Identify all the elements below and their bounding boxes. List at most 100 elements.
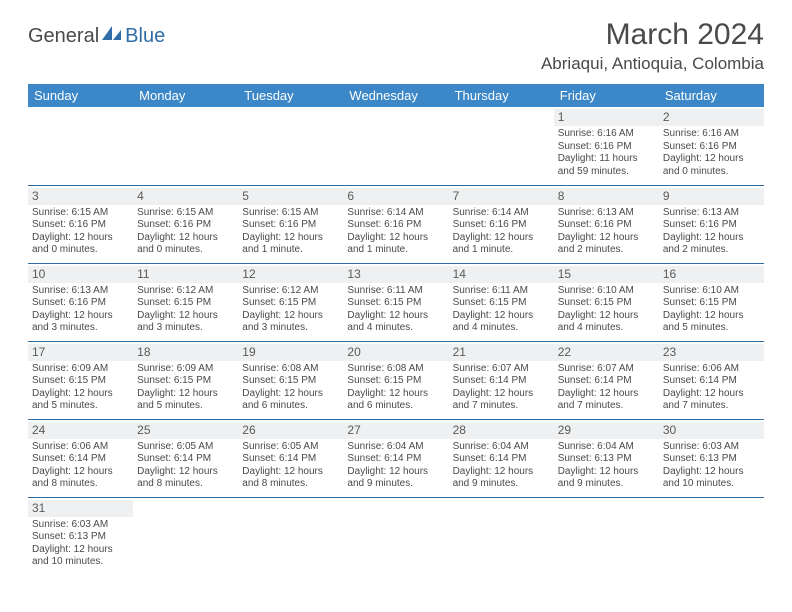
- daylight-text: Daylight: 12 hours and 4 minutes.: [453, 310, 550, 335]
- calendar-day-cell: 2Sunrise: 6:16 AMSunset: 6:16 PMDaylight…: [659, 107, 764, 185]
- calendar-day-cell: 30Sunrise: 6:03 AMSunset: 6:13 PMDayligh…: [659, 419, 764, 497]
- sunset-text: Sunset: 6:14 PM: [558, 375, 655, 388]
- sunrise-text: Sunrise: 6:07 AM: [558, 363, 655, 376]
- day-details: Sunrise: 6:13 AMSunset: 6:16 PMDaylight:…: [32, 285, 129, 335]
- daylight-text: Daylight: 12 hours and 0 minutes.: [137, 232, 234, 257]
- weekday-header: Monday: [133, 84, 238, 107]
- day-number: 18: [133, 344, 238, 361]
- day-details: Sunrise: 6:12 AMSunset: 6:15 PMDaylight:…: [242, 285, 339, 335]
- day-details: Sunrise: 6:07 AMSunset: 6:14 PMDaylight:…: [453, 363, 550, 413]
- day-number: 21: [449, 344, 554, 361]
- sunrise-text: Sunrise: 6:16 AM: [558, 128, 655, 141]
- day-details: Sunrise: 6:09 AMSunset: 6:15 PMDaylight:…: [137, 363, 234, 413]
- calendar-day-cell: 19Sunrise: 6:08 AMSunset: 6:15 PMDayligh…: [238, 341, 343, 419]
- sunrise-text: Sunrise: 6:15 AM: [32, 207, 129, 220]
- sunrise-text: Sunrise: 6:08 AM: [242, 363, 339, 376]
- daylight-text: Daylight: 12 hours and 5 minutes.: [32, 388, 129, 413]
- daylight-text: Daylight: 12 hours and 3 minutes.: [137, 310, 234, 335]
- sunrise-text: Sunrise: 6:15 AM: [137, 207, 234, 220]
- day-details: Sunrise: 6:05 AMSunset: 6:14 PMDaylight:…: [242, 441, 339, 491]
- weekday-header: Tuesday: [238, 84, 343, 107]
- day-details: Sunrise: 6:04 AMSunset: 6:14 PMDaylight:…: [347, 441, 444, 491]
- calendar-day-cell: 5Sunrise: 6:15 AMSunset: 6:16 PMDaylight…: [238, 185, 343, 263]
- daylight-text: Daylight: 12 hours and 3 minutes.: [32, 310, 129, 335]
- calendar-day-cell: 8Sunrise: 6:13 AMSunset: 6:16 PMDaylight…: [554, 185, 659, 263]
- logo-text-general: General: [28, 25, 99, 48]
- day-number: 12: [238, 266, 343, 283]
- day-number: 20: [343, 344, 448, 361]
- calendar-day-cell: 11Sunrise: 6:12 AMSunset: 6:15 PMDayligh…: [133, 263, 238, 341]
- daylight-text: Daylight: 12 hours and 2 minutes.: [558, 232, 655, 257]
- sunset-text: Sunset: 6:15 PM: [453, 297, 550, 310]
- weekday-header: Thursday: [449, 84, 554, 107]
- calendar-day-cell: 15Sunrise: 6:10 AMSunset: 6:15 PMDayligh…: [554, 263, 659, 341]
- sunrise-text: Sunrise: 6:10 AM: [663, 285, 760, 298]
- daylight-text: Daylight: 12 hours and 1 minute.: [242, 232, 339, 257]
- daylight-text: Daylight: 12 hours and 9 minutes.: [347, 466, 444, 491]
- sunset-text: Sunset: 6:16 PM: [663, 219, 760, 232]
- day-details: Sunrise: 6:14 AMSunset: 6:16 PMDaylight:…: [347, 207, 444, 257]
- calendar-day-cell: .: [659, 497, 764, 575]
- calendar-week-row: 3Sunrise: 6:15 AMSunset: 6:16 PMDaylight…: [28, 185, 764, 263]
- sunset-text: Sunset: 6:16 PM: [32, 297, 129, 310]
- sunrise-text: Sunrise: 6:06 AM: [32, 441, 129, 454]
- daylight-text: Daylight: 12 hours and 6 minutes.: [242, 388, 339, 413]
- day-details: Sunrise: 6:13 AMSunset: 6:16 PMDaylight:…: [558, 207, 655, 257]
- sail-icon: [101, 24, 123, 48]
- sunset-text: Sunset: 6:14 PM: [242, 453, 339, 466]
- day-number: 13: [343, 266, 448, 283]
- day-number: 14: [449, 266, 554, 283]
- daylight-text: Daylight: 12 hours and 0 minutes.: [32, 232, 129, 257]
- sunset-text: Sunset: 6:16 PM: [32, 219, 129, 232]
- sunrise-text: Sunrise: 6:03 AM: [663, 441, 760, 454]
- day-details: Sunrise: 6:15 AMSunset: 6:16 PMDaylight:…: [242, 207, 339, 257]
- calendar-day-cell: 27Sunrise: 6:04 AMSunset: 6:14 PMDayligh…: [343, 419, 448, 497]
- day-number: 26: [238, 422, 343, 439]
- day-details: Sunrise: 6:11 AMSunset: 6:15 PMDaylight:…: [453, 285, 550, 335]
- sunrise-text: Sunrise: 6:14 AM: [347, 207, 444, 220]
- sunrise-text: Sunrise: 6:09 AM: [32, 363, 129, 376]
- calendar-week-row: .....1Sunrise: 6:16 AMSunset: 6:16 PMDay…: [28, 107, 764, 185]
- calendar-day-cell: 22Sunrise: 6:07 AMSunset: 6:14 PMDayligh…: [554, 341, 659, 419]
- sunset-text: Sunset: 6:14 PM: [453, 375, 550, 388]
- calendar-day-cell: .: [238, 107, 343, 185]
- day-number: 4: [133, 188, 238, 205]
- day-details: Sunrise: 6:09 AMSunset: 6:15 PMDaylight:…: [32, 363, 129, 413]
- sunrise-text: Sunrise: 6:07 AM: [453, 363, 550, 376]
- day-details: Sunrise: 6:16 AMSunset: 6:16 PMDaylight:…: [558, 128, 655, 178]
- day-number: 11: [133, 266, 238, 283]
- sunset-text: Sunset: 6:14 PM: [32, 453, 129, 466]
- day-number: 3: [28, 188, 133, 205]
- day-number: 10: [28, 266, 133, 283]
- daylight-text: Daylight: 12 hours and 10 minutes.: [32, 544, 129, 569]
- sunset-text: Sunset: 6:13 PM: [558, 453, 655, 466]
- daylight-text: Daylight: 12 hours and 8 minutes.: [137, 466, 234, 491]
- day-details: Sunrise: 6:13 AMSunset: 6:16 PMDaylight:…: [663, 207, 760, 257]
- daylight-text: Daylight: 12 hours and 4 minutes.: [558, 310, 655, 335]
- day-number: 17: [28, 344, 133, 361]
- calendar-day-cell: 17 Sunrise: 6:09 AMSunset: 6:15 PMDayligh…: [28, 341, 133, 419]
- day-details: Sunrise: 6:11 AMSunset: 6:15 PMDaylight:…: [347, 285, 444, 335]
- day-number: 28: [449, 422, 554, 439]
- sunrise-text: Sunrise: 6:06 AM: [663, 363, 760, 376]
- weekday-header: Saturday: [659, 84, 764, 107]
- calendar-day-cell: .: [449, 497, 554, 575]
- sunset-text: Sunset: 6:14 PM: [663, 375, 760, 388]
- sunrise-text: Sunrise: 6:12 AM: [137, 285, 234, 298]
- sunset-text: Sunset: 6:13 PM: [663, 453, 760, 466]
- calendar-day-cell: .: [554, 497, 659, 575]
- calendar-day-cell: .: [28, 107, 133, 185]
- sunset-text: Sunset: 6:16 PM: [242, 219, 339, 232]
- daylight-text: Daylight: 12 hours and 3 minutes.: [242, 310, 339, 335]
- calendar-day-cell: 7Sunrise: 6:14 AMSunset: 6:16 PMDaylight…: [449, 185, 554, 263]
- day-number: 23: [659, 344, 764, 361]
- day-number: 19: [238, 344, 343, 361]
- daylight-text: Daylight: 12 hours and 6 minutes.: [347, 388, 444, 413]
- day-number: 15: [554, 266, 659, 283]
- sunrise-text: Sunrise: 6:12 AM: [242, 285, 339, 298]
- calendar-day-cell: 3 Sunrise: 6:15 AMSunset: 6:16 PMDaylight…: [28, 185, 133, 263]
- calendar-day-cell: 9Sunrise: 6:13 AMSunset: 6:16 PMDaylight…: [659, 185, 764, 263]
- daylight-text: Daylight: 12 hours and 5 minutes.: [663, 310, 760, 335]
- calendar-day-cell: 16Sunrise: 6:10 AMSunset: 6:15 PMDayligh…: [659, 263, 764, 341]
- weekday-header: Friday: [554, 84, 659, 107]
